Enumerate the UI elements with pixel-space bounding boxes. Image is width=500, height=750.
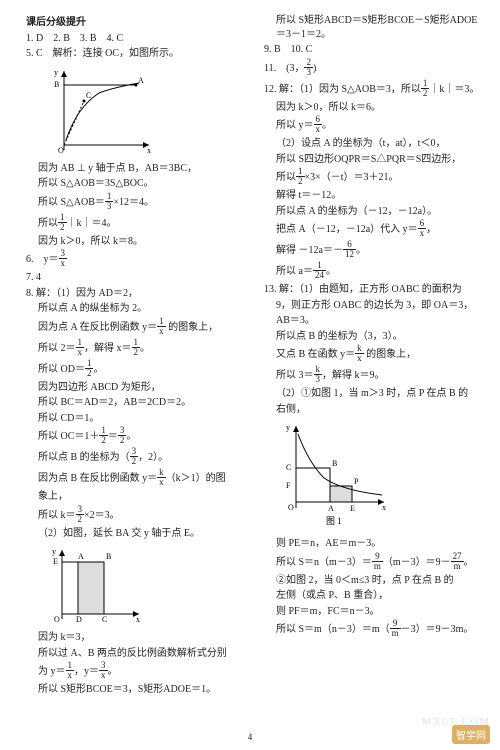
svg-text:B: B	[332, 459, 337, 468]
q8-head: 8. 解：（1）因为 AD＝2，	[26, 287, 246, 301]
text-line: 所以点 A 的纵坐标为 2。	[26, 302, 246, 316]
text-line: AB＝3。	[264, 314, 484, 328]
svg-text:C: C	[286, 463, 291, 472]
svg-text:O: O	[54, 615, 60, 624]
svg-text:D: D	[76, 615, 82, 624]
text-line: 因为 AB ⊥ y 轴于点 B，AB＝3BC，	[26, 162, 246, 176]
text-line: 所以12×3×（－t）＝3＋21。	[264, 168, 484, 187]
text-line: （2）设点 A 的坐标为（t，at），t＜0，	[264, 137, 484, 151]
svg-text:y: y	[54, 68, 58, 77]
q13-head: 13. 解：（1）由题知，正方形 OABC 的面积为	[264, 283, 484, 297]
text-line: 9，则正方形 OABC 的边长为 3，即 OA＝3，	[264, 299, 484, 313]
text-line: 因为 k＝3，	[26, 631, 246, 645]
q9-10: 9. B 10. C	[264, 43, 484, 57]
text-line: 为 y＝1x，y＝3x。	[26, 662, 246, 681]
text-line: 所以过 A、B 两点的反比例函数解析式分别	[26, 647, 246, 661]
graph-2: E A B O D C x y	[44, 544, 246, 627]
svg-text:A: A	[138, 76, 144, 85]
text-line: 把点 A（－12，－12a）代入 y＝6x，	[264, 220, 484, 239]
q6: 6. y＝3x	[26, 250, 246, 269]
text-line: 所以 S＝n（m－3）＝9m（m－3）＝9－27m。	[264, 553, 484, 572]
text-line: ②如图 2，当 0＜m≤3 时，点 P 在点 B 的	[264, 574, 484, 588]
svg-text:P: P	[354, 477, 359, 486]
text-line: （2）①如图 1，当 m＞3 时，点 P 在点 B 的	[264, 387, 484, 401]
svg-text:A: A	[328, 504, 334, 513]
text-line: 所以 2＝1x，解得 x＝12。	[26, 339, 246, 358]
text-line: 因为 k＞0，所以 k＝6。	[264, 101, 484, 115]
text-line: 所以 CD＝1。	[26, 412, 246, 426]
text-line: 所以 S四边形OQPR＝S△PQR＝S四边形，	[264, 153, 484, 167]
svg-text:B: B	[106, 552, 111, 561]
text-line: 因为四边形 ABCD 为矩形，	[26, 381, 246, 395]
svg-text:E: E	[350, 504, 355, 513]
svg-text:B: B	[54, 80, 59, 89]
text-line: 因为点 B 在反比例函数 y＝kx（k＞1）的图	[26, 469, 246, 488]
text-line: 所以 a＝124。	[264, 262, 484, 281]
text-line: 则 PF＝m，FC＝n－3。	[264, 605, 484, 619]
text-line: 所以 y＝6x。	[264, 116, 484, 135]
q5-head: 5. C 解析：连接 OC，如图所示。	[26, 47, 246, 61]
text-line: 则 PE＝n，AE＝m－3。	[264, 537, 484, 551]
text-line: 所以点 B 的坐标为（3，3）。	[264, 330, 484, 344]
text-line: 所以 S矩形ABCD＝S矩形BCOE－S矩形ADOE＝3－1＝2。	[264, 14, 484, 41]
svg-text:图 1: 图 1	[326, 516, 342, 526]
watermark-badge: 智学网	[452, 725, 490, 744]
svg-text:E: E	[53, 557, 58, 566]
svg-text:O: O	[58, 146, 64, 155]
text-line: 所以 S△AOB＝3S△BOC。	[26, 177, 246, 191]
page-number: 4	[0, 732, 500, 742]
svg-text:x: x	[147, 146, 151, 155]
text-line: 所以 OC＝1＋12＝32。	[26, 427, 246, 446]
text-line: 因为 k＞0，所以 k＝8。	[26, 235, 246, 249]
text-line: 所以 BC＝AD＝2，AB＝2CD＝2。	[26, 396, 246, 410]
svg-text:C: C	[102, 615, 107, 624]
text-line: 象上，	[26, 490, 246, 504]
graph-1: O x y A B C	[44, 65, 246, 158]
q12-head: 12. 解：（1）因为 S△AOB＝3，所以12｜k｜＝3。	[264, 80, 484, 99]
text-line: 所以 OD＝12。	[26, 360, 246, 379]
text-line: 所以点 A 的坐标为（－12，－12a）。	[264, 205, 484, 219]
q7: 7. 4	[26, 271, 246, 285]
svg-text:x: x	[382, 503, 386, 512]
svg-text:O: O	[288, 503, 294, 512]
text-line: 解得 t＝－12。	[264, 189, 484, 203]
answer-row: 1. D 2. B 3. B 4. C	[26, 32, 246, 46]
svg-text:y: y	[286, 423, 290, 432]
text-line: （2）如图，延长 BA 交 y 轴于点 E。	[26, 527, 246, 541]
section-header: 课后分级提升	[26, 16, 246, 30]
text-line: 右侧，	[264, 403, 484, 417]
graph-3: O x y C F B P A E 图 1	[282, 420, 484, 533]
svg-text:A: A	[78, 552, 84, 561]
text-line: 所以点 B 的坐标为（32，2）。	[26, 448, 246, 467]
text-line: 所以 3＝k3，解得 k＝9。	[264, 366, 484, 385]
text-line: 所以12｜k｜＝4。	[26, 214, 246, 233]
svg-text:y: y	[52, 547, 56, 556]
q11: 11. (3，23)	[264, 59, 484, 78]
text-line: 又点 B 在函数 y＝kx 的图象上，	[264, 345, 484, 364]
text-line: 所以 S△AOB＝13×12＝4。	[26, 193, 246, 212]
text-line: 因为点 A 在反比例函数 y＝1x 的图象上，	[26, 318, 246, 337]
text-line: 左侧（或点 P、B 重合），	[264, 589, 484, 603]
svg-text:C: C	[86, 91, 91, 100]
text-line: 所以 S矩形BCOE＝3，S矩形ADOE＝1。	[26, 683, 246, 697]
svg-text:F: F	[286, 481, 291, 490]
svg-text:x: x	[136, 615, 140, 624]
text-line: 所以 k＝32×2＝3。	[26, 506, 246, 525]
text-line: 所以 S＝m（n－3）＝m（9m－3）＝9－3m。	[264, 620, 484, 639]
text-line: 解得 －12a＝－612。	[264, 241, 484, 260]
